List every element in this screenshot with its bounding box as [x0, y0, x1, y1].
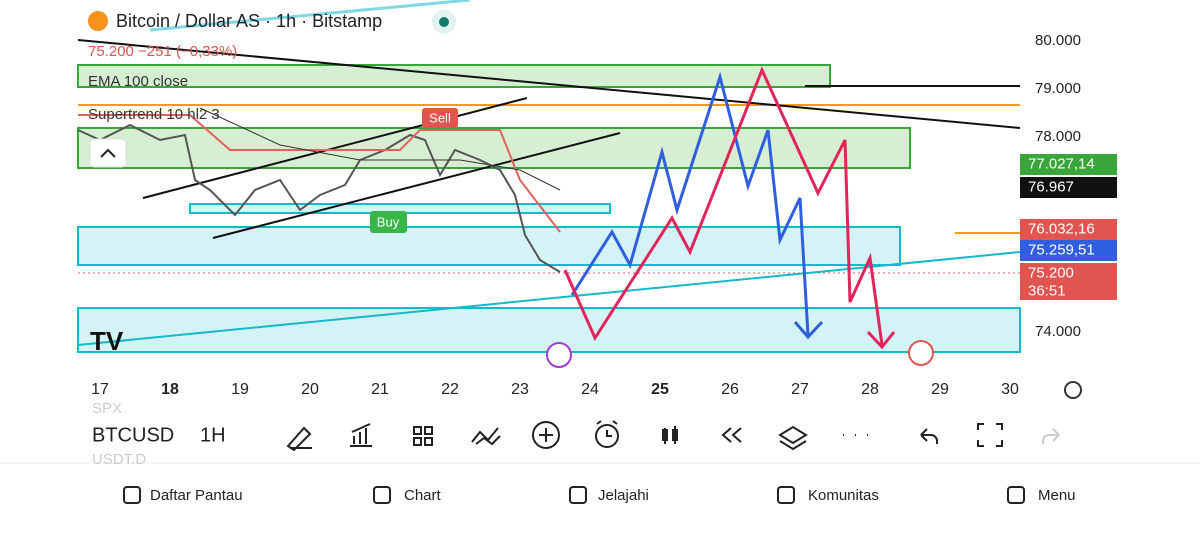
ghost-symbol: USDT.D	[92, 451, 146, 468]
price-badges: 77.027,14 76.967 76.032,16 75.259,51 75.2003…	[1020, 154, 1117, 300]
toolbar-icon[interactable]	[778, 425, 808, 451]
status-dot	[439, 17, 449, 27]
settings-icon[interactable]	[1064, 381, 1082, 399]
toolbar-icon[interactable]	[471, 427, 501, 446]
trend-line	[77, 251, 1021, 346]
sell-signal	[422, 108, 458, 128]
toolbar-symbol[interactable]: BTCUSD	[92, 424, 174, 446]
buy-signal	[370, 211, 407, 233]
channel-line	[142, 97, 528, 199]
toolbar-icon[interactable]	[595, 420, 620, 448]
date-tick-label: 26	[721, 381, 739, 398]
toolbar-icon[interactable]	[413, 426, 433, 446]
date-tick-label: 17	[91, 381, 109, 398]
toolbar-icon[interactable]	[286, 426, 312, 452]
price-axis: 80.000 79.000 78.000 74.000	[1035, 32, 1081, 340]
toolbar-interval[interactable]: 1H	[200, 424, 226, 446]
trend-line	[77, 39, 1021, 129]
toolbar-icon[interactable]	[532, 421, 561, 449]
price-badge	[1020, 263, 1117, 282]
indicator[interactable]: Supertrend 10 hl2 3	[88, 106, 220, 123]
nav-item[interactable]: Jelajahi	[598, 487, 649, 504]
event-icon[interactable]	[908, 340, 934, 366]
price-sketch	[77, 123, 561, 273]
nav-icon	[777, 486, 795, 504]
channel-line	[212, 132, 621, 239]
toolbar-icons	[286, 420, 1060, 452]
date-tick-label: 19	[231, 381, 249, 398]
price-badge	[1020, 154, 1117, 175]
date-tick-label: 27	[791, 381, 809, 398]
price-tick-label: 80.000	[1035, 32, 1081, 49]
event-icon[interactable]	[546, 342, 572, 368]
toolbar-icon[interactable]	[977, 423, 1003, 447]
coin-icon	[88, 11, 108, 31]
toolbar-icon[interactable]	[662, 426, 678, 444]
nav-item[interactable]: Menu	[1038, 487, 1076, 504]
price-badge-label: 36:51	[1028, 282, 1066, 299]
price-badge-label: 75.259,51	[1028, 241, 1095, 258]
tv-logo: TV	[90, 326, 124, 356]
date-tick-label: 24	[581, 381, 599, 398]
nav-item[interactable]: Daftar Pantau	[150, 487, 243, 504]
supertrend	[78, 114, 561, 233]
price-badge	[1020, 281, 1117, 300]
projection-red	[563, 66, 884, 346]
nav-item[interactable]: Chart	[404, 487, 442, 504]
trend-line	[149, 0, 471, 32]
toolbar-icon[interactable]	[920, 428, 938, 444]
date-tick-label: 20	[301, 381, 319, 398]
resistance-zone	[77, 127, 911, 169]
toolbar-icon[interactable]	[1042, 428, 1060, 444]
nav-item[interactable]: Komunitas	[808, 487, 879, 504]
ema	[199, 107, 561, 191]
price-tick-label: 78.000	[1035, 128, 1081, 145]
support-zone	[77, 307, 1021, 353]
nav-icon	[569, 486, 587, 504]
indicator[interactable]: EMA 100 close	[88, 73, 188, 90]
collapse-button[interactable]	[89, 138, 127, 168]
date-tick-label: 21	[371, 381, 389, 398]
price-badge	[1020, 219, 1117, 240]
buy-label: Buy	[377, 214, 400, 229]
ghost-symbol: SPX	[92, 400, 122, 417]
nav-icon	[373, 486, 391, 504]
toolbar-icon[interactable]	[350, 423, 372, 447]
date-tick-label: 25	[651, 381, 669, 398]
sell-label: Sell	[429, 110, 451, 125]
date-tick-label: 29	[931, 381, 949, 398]
collapse-icon	[100, 148, 116, 158]
price-badge-label: 76.032,16	[1028, 220, 1095, 237]
support-zone	[77, 226, 901, 266]
nav-icon	[1007, 486, 1025, 504]
price-badge-label: 76.967	[1028, 178, 1074, 195]
toolbar-icon[interactable]	[721, 427, 742, 443]
date-tick-label: 23	[511, 381, 529, 398]
arrow-head	[866, 330, 896, 350]
price-badge	[1020, 177, 1117, 198]
date-axis: 17 18 19 20 21 22 23 24 25 26 27 28 29 30	[91, 381, 1019, 398]
symbol-title: Bitcoin / Dollar AS · 1h · Bitstamp	[116, 11, 382, 31]
nav-icon	[123, 486, 141, 504]
price-badge	[1020, 240, 1117, 261]
price-badge-label: 77.027,14	[1028, 155, 1095, 172]
date-tick-label: 28	[861, 381, 879, 398]
price-tick-label: 74.000	[1035, 323, 1081, 340]
arrow-head	[793, 320, 824, 340]
projection-blue	[570, 71, 810, 336]
date-tick-label: 18	[161, 381, 179, 398]
price-change: 75.200 −251 (−0,33%)	[88, 43, 237, 60]
date-tick-label: 30	[1001, 381, 1019, 398]
date-tick-label: 22	[441, 381, 459, 398]
price-badge-label: 75.200	[1028, 264, 1074, 281]
price-tick-label: 79.000	[1035, 80, 1081, 97]
bottom-nav: Daftar Pantau Chart Jelajahi Komunitas Menu	[123, 486, 1076, 504]
